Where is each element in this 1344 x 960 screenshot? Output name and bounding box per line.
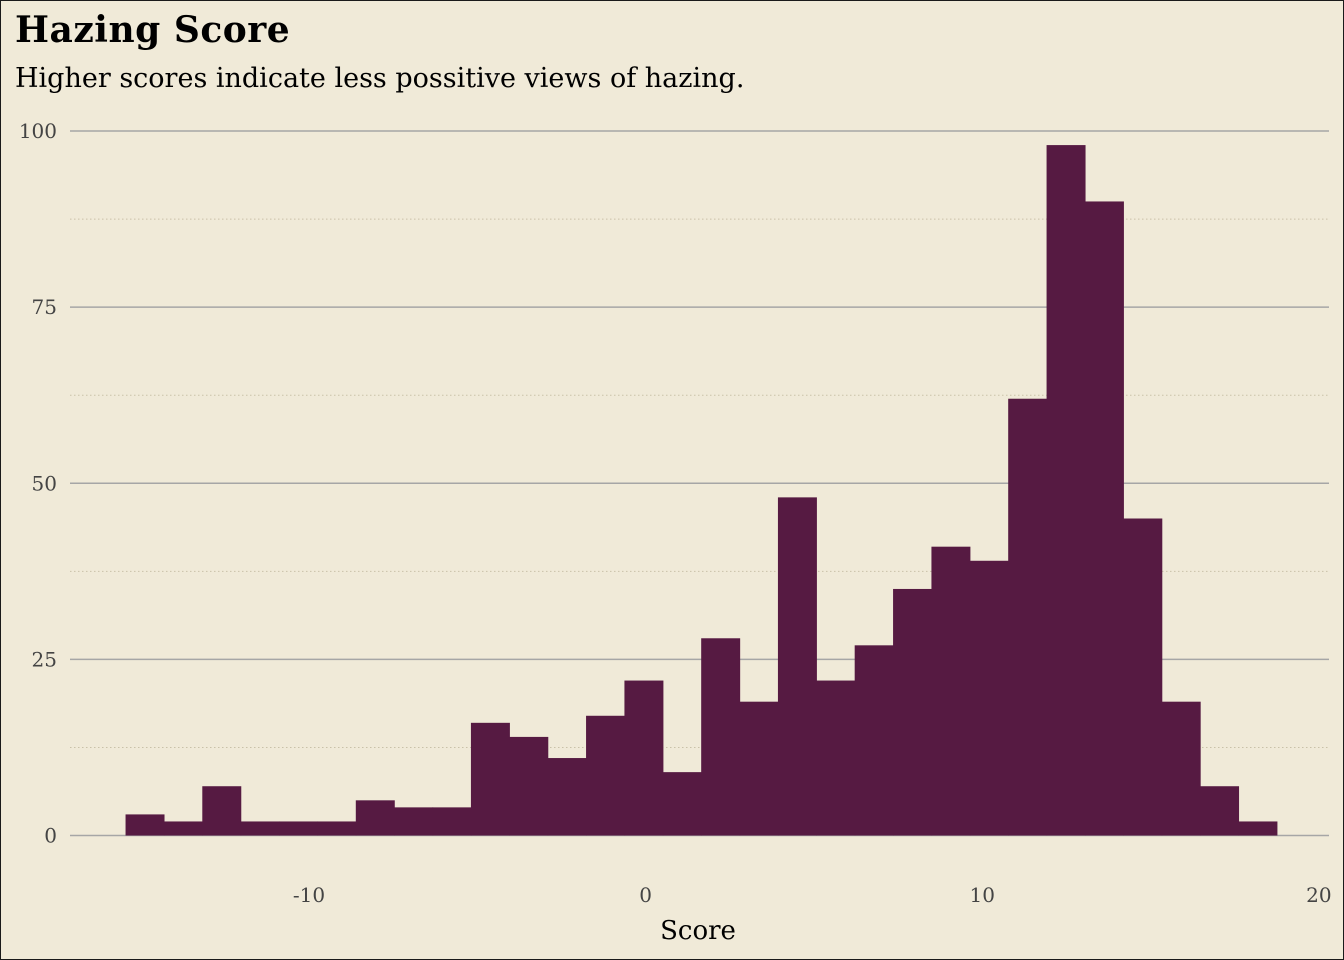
histogram-bar [739,701,779,836]
histogram-bar [240,821,280,836]
histogram-bar [1200,786,1240,836]
histogram-bar [1084,201,1124,836]
histogram-bar [125,814,165,836]
histogram-bar [931,546,971,836]
histogram-bar [509,736,549,836]
x-tick-label: 20 [1306,883,1331,907]
histogram-bar [1238,821,1278,836]
histogram-bar [547,758,587,836]
histogram-bar [394,807,434,836]
x-axis-title: Score [660,916,736,946]
histogram-bar [586,715,626,836]
y-tick-label: 50 [32,471,57,495]
y-tick-label: 0 [44,824,57,848]
histogram-bar [969,560,1009,836]
histogram-bar [317,821,357,836]
histogram-bar [1046,145,1086,836]
histogram-bar [1008,398,1048,836]
y-tick-label: 25 [32,647,57,671]
histogram-bar [355,800,395,836]
y-tick-label: 75 [32,295,57,319]
histogram-bar [893,588,933,836]
x-tick-label: -10 [293,883,325,907]
histogram-bar [1123,518,1163,836]
histogram-bar [816,680,856,836]
x-tick-labels: -10 0 10 20 [293,883,1332,907]
histogram-bar [432,807,472,836]
bars-layer [125,145,1278,836]
histogram-bar [470,722,510,836]
histogram-bar [279,821,319,836]
histogram-bar [624,680,664,836]
chart-title: Hazing Score [15,9,291,51]
histogram-bar [163,821,203,836]
histogram-bar [701,638,741,836]
histogram-bar [202,786,242,836]
y-tick-label: 100 [19,119,57,143]
histogram-bar [662,772,702,836]
y-tick-labels: 0 25 50 75 100 [19,119,57,848]
histogram-bar [854,645,894,836]
x-tick-label: 10 [970,883,995,907]
chart-subtitle: Higher scores indicate less possitive vi… [15,63,745,94]
histogram-bar [777,497,817,836]
x-tick-label: 0 [639,883,652,907]
histogram-bar [1161,701,1201,836]
